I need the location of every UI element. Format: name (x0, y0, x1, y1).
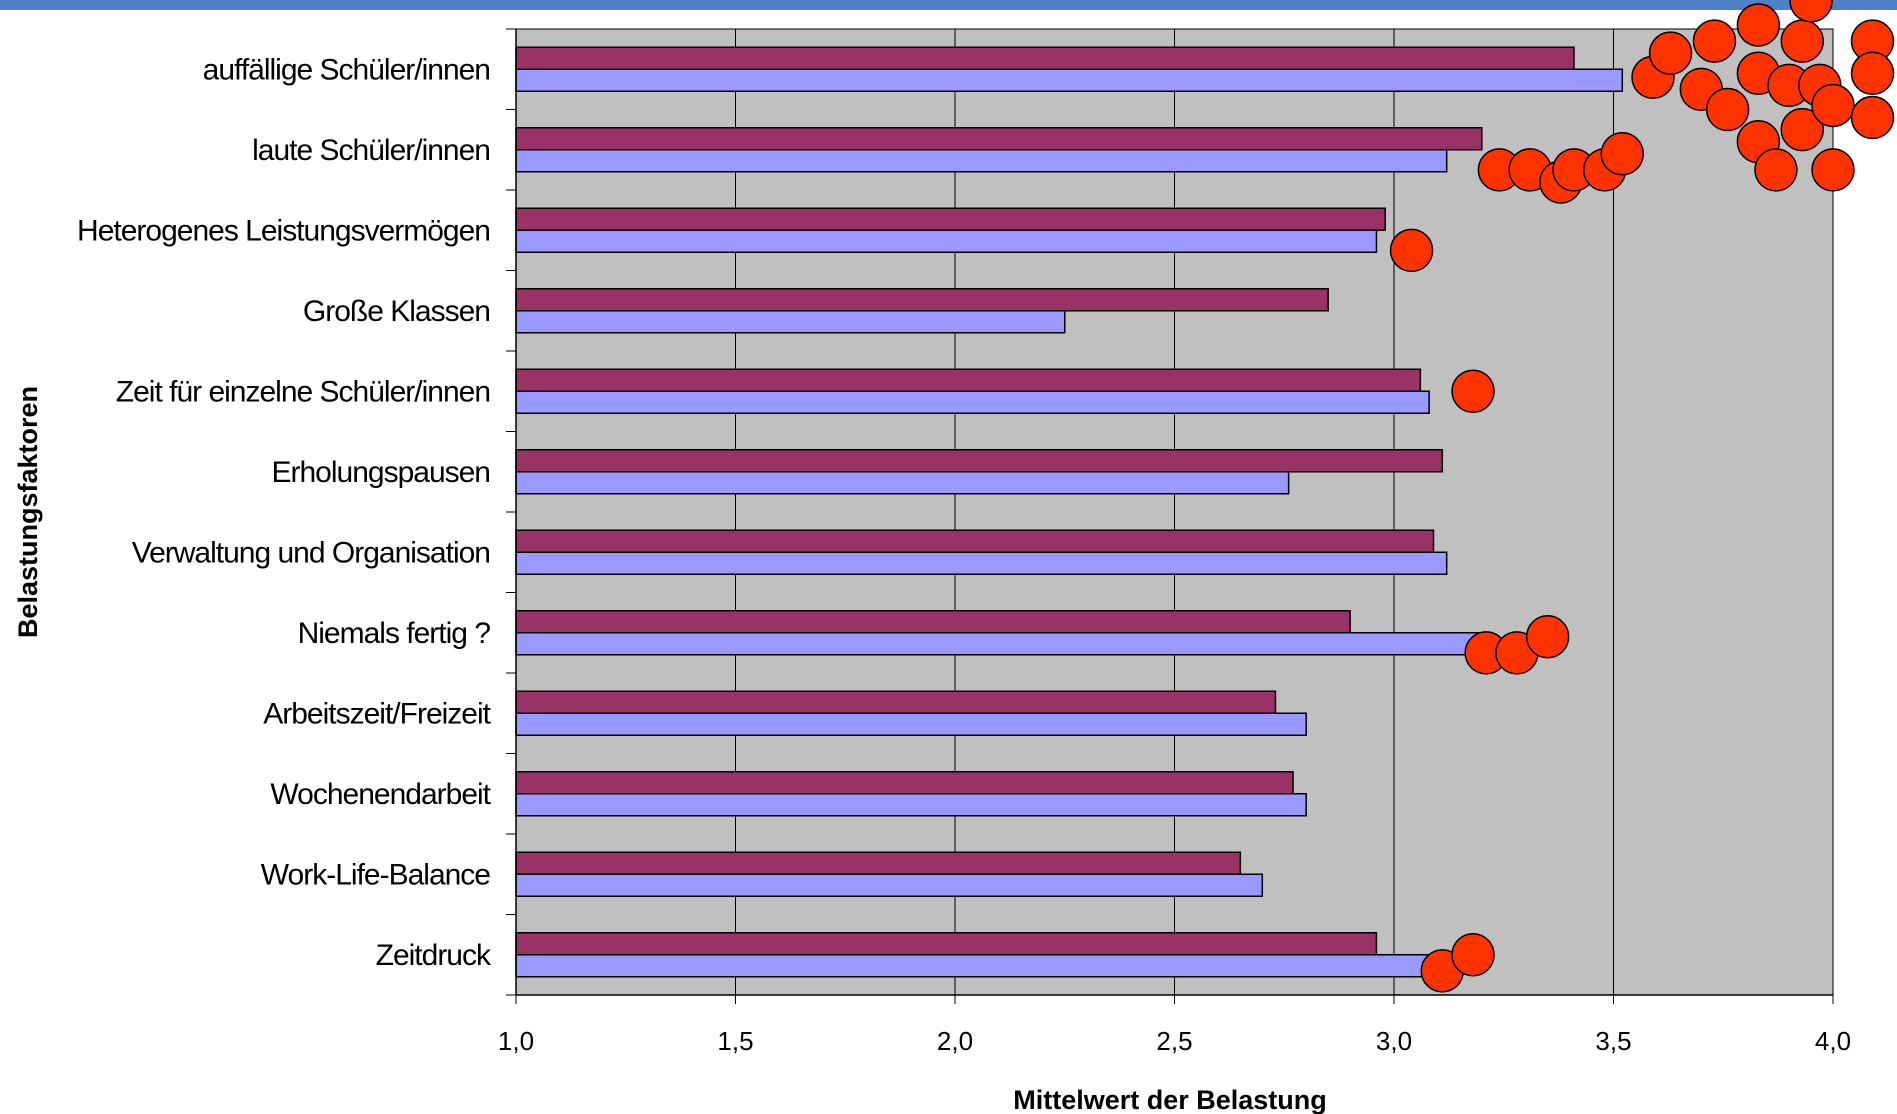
category-label: Zeit für einzelne Schüler/innen (116, 375, 490, 408)
bar (515, 873, 1264, 897)
marker-dot (1692, 19, 1737, 63)
marker-dot (1780, 107, 1825, 152)
axes (506, 28, 1834, 1004)
bar (515, 288, 1329, 312)
bar (515, 471, 1290, 495)
marker-dot (1705, 87, 1750, 132)
x-tick-label: 2,5 (1156, 1026, 1192, 1056)
marker-dot (1736, 3, 1781, 47)
marker-dot (1850, 51, 1895, 96)
marker-dot (1600, 132, 1645, 176)
top-accent-bar (0, 0, 1897, 10)
markers (1389, 0, 1895, 993)
y-axis-title: Belastungsfaktoren (13, 386, 43, 638)
bar (515, 632, 1483, 656)
bar (515, 551, 1448, 575)
gridlines (735, 29, 1614, 995)
bar (515, 68, 1624, 92)
x-tick-label: 4,0 (1815, 1026, 1851, 1056)
x-tick-label: 1,5 (717, 1026, 753, 1056)
category-label: Große Klassen (303, 295, 490, 328)
x-tick-label: 3,0 (1376, 1026, 1412, 1056)
x-tick-label: 1,0 (498, 1026, 534, 1056)
marker-dot (1850, 95, 1895, 140)
marker-dot (1648, 31, 1693, 75)
bar (515, 127, 1483, 151)
bar (515, 610, 1351, 634)
bar (515, 368, 1422, 392)
category-label: Wochenendarbeit (270, 778, 491, 811)
bar (515, 954, 1430, 978)
category-label: Work-Life-Balance (261, 858, 491, 891)
category-label: Arbeitszeit/Freizeit (263, 697, 491, 730)
bar (515, 529, 1435, 553)
marker-dot (1811, 83, 1855, 128)
category-label: Zeitdruck (376, 939, 492, 972)
bar (515, 771, 1294, 795)
x-tick-label: 3,5 (1595, 1026, 1631, 1056)
bar (515, 310, 1066, 334)
bar (515, 207, 1386, 231)
tick-labels: 1,0 1,5 2,0 2,5 3,0 3,5 4,0 (498, 1026, 1851, 1056)
category-label: Erholungspausen (271, 456, 490, 489)
category-label: auffällige Schüler/innen (203, 53, 490, 86)
category-label: Heterogenes Leistungsvermögen (77, 214, 490, 247)
category-label: Niemals fertig ? (298, 617, 491, 650)
bars (515, 46, 1624, 978)
category-label: laute Schüler/innen (252, 134, 490, 167)
category-label: Verwaltung und Organisation (132, 536, 490, 569)
bar (515, 449, 1444, 473)
bar (515, 390, 1430, 414)
marker-dot (1754, 148, 1798, 192)
x-axis-title: Mittelwert der Belastung (1013, 1085, 1327, 1114)
bar (515, 793, 1307, 817)
marker-dot (1789, 0, 1833, 23)
x-tick-label: 2,0 (937, 1026, 973, 1056)
bar (515, 851, 1242, 875)
bar (515, 932, 1378, 956)
bar (515, 712, 1307, 736)
marker-dot (1451, 933, 1495, 977)
marker-dot (1389, 228, 1434, 273)
marker-dot (1451, 369, 1495, 413)
marker-dot (1525, 615, 1570, 659)
bar (515, 149, 1448, 173)
bar (515, 46, 1575, 70)
marker-dot (1811, 148, 1855, 192)
category-labels: auffällige Schüler/innen laute Schüler/in… (77, 53, 493, 972)
marker-dot (1780, 19, 1825, 63)
bar (515, 229, 1378, 253)
bar (515, 690, 1277, 714)
